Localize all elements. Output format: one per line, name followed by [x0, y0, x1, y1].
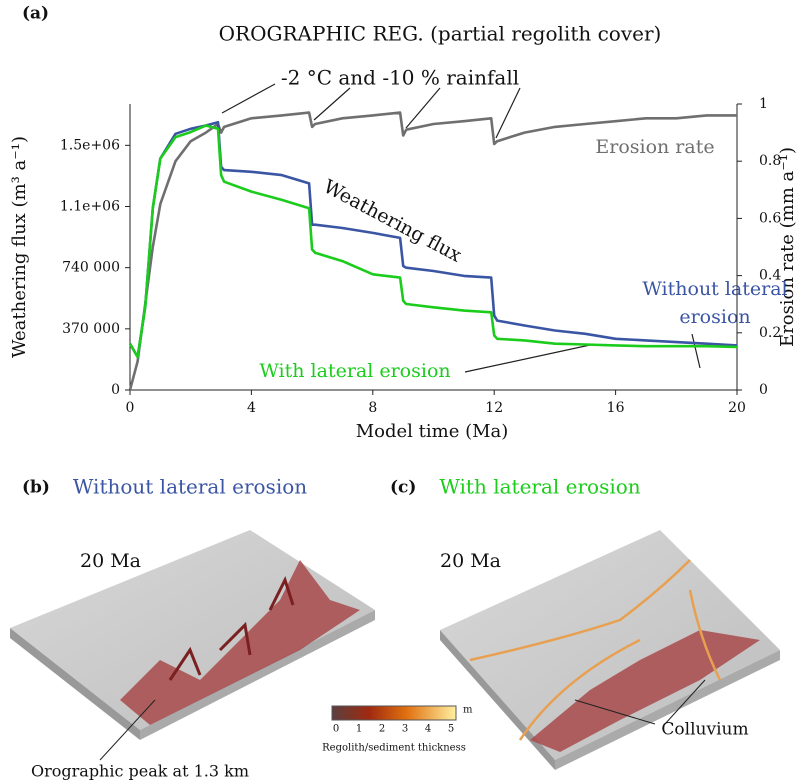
- x-axis-label: Model time (Ma): [356, 421, 509, 442]
- y-tick-label: 370 000: [62, 321, 120, 337]
- note: Colluvium: [661, 720, 748, 740]
- y-tick-label: 740 000: [62, 260, 120, 276]
- note: Orographic peak at 1.3 km: [31, 762, 249, 781]
- x-tick-label: 0: [126, 400, 135, 416]
- annotation: erosion: [679, 306, 750, 328]
- time-label: 20 Ma: [440, 550, 501, 572]
- annotation: Weathering flux: [320, 176, 466, 267]
- colorbar-tick: 0: [333, 724, 339, 735]
- y2-tick-label: 0: [759, 382, 768, 398]
- colorbar-tick: 5: [448, 724, 454, 735]
- series-line: [128, 124, 738, 359]
- y-tick-label: 1.5e+06: [60, 137, 120, 153]
- y2-tick-label: 0.6: [759, 210, 781, 226]
- colorbar: [331, 705, 457, 721]
- x-tick-label: 8: [368, 400, 377, 416]
- y-tick-label: 1.1e+06: [60, 198, 120, 214]
- panel-title: With lateral erosion: [439, 475, 640, 499]
- colorbar-tick: 2: [379, 724, 385, 735]
- y-tick-label: 0: [111, 382, 120, 398]
- colorbar-tick: 3: [402, 724, 408, 735]
- series-line: [128, 120, 738, 359]
- x-tick-label: 20: [728, 400, 746, 416]
- y2-tick-label: 1: [759, 96, 768, 112]
- colorbar-unit: m: [463, 705, 473, 716]
- colorbar-tick: 1: [356, 724, 362, 735]
- annotation: With lateral erosion: [259, 360, 450, 382]
- x-tick-label: 12: [485, 400, 503, 416]
- y2-axis-label: Erosion rate (mm a⁻¹): [777, 147, 798, 347]
- colorbar-ticks: 0 1 2 3 4 5: [333, 724, 454, 735]
- panel-label: (b): [22, 478, 50, 498]
- x-tick-label: 16: [607, 400, 625, 416]
- terrain-b: [10, 530, 375, 740]
- leader: [99, 699, 156, 761]
- leader: [664, 679, 706, 725]
- y2-tick-label: 0.2: [759, 325, 781, 341]
- annotation: -2 °C and -10 % rainfall: [281, 66, 519, 90]
- annotation-leaders: [221, 83, 701, 373]
- colorbar-tick: 4: [425, 724, 431, 735]
- series-line: [128, 111, 737, 391]
- time-label: 20 Ma: [80, 550, 141, 572]
- leader: [574, 699, 656, 725]
- panel-label: (a): [22, 4, 49, 24]
- chart-title: OROGRAPHIC REG. (partial regolith cover): [219, 22, 662, 46]
- colorbar-label: Regolith/sediment thickness: [322, 743, 466, 754]
- panel-label: (c): [390, 478, 416, 498]
- y-axis-label: Weathering flux (m³ a⁻¹): [9, 136, 30, 358]
- legend-label: Erosion rate: [595, 136, 714, 158]
- x-tick-label: 4: [247, 400, 256, 416]
- y2-tick-label: 0.8: [759, 153, 781, 169]
- annotation: Without lateral: [642, 278, 787, 300]
- terrain-c: [440, 530, 780, 770]
- panel-title: Without lateral erosion: [73, 475, 307, 499]
- y2-tick-label: 0.4: [759, 268, 781, 284]
